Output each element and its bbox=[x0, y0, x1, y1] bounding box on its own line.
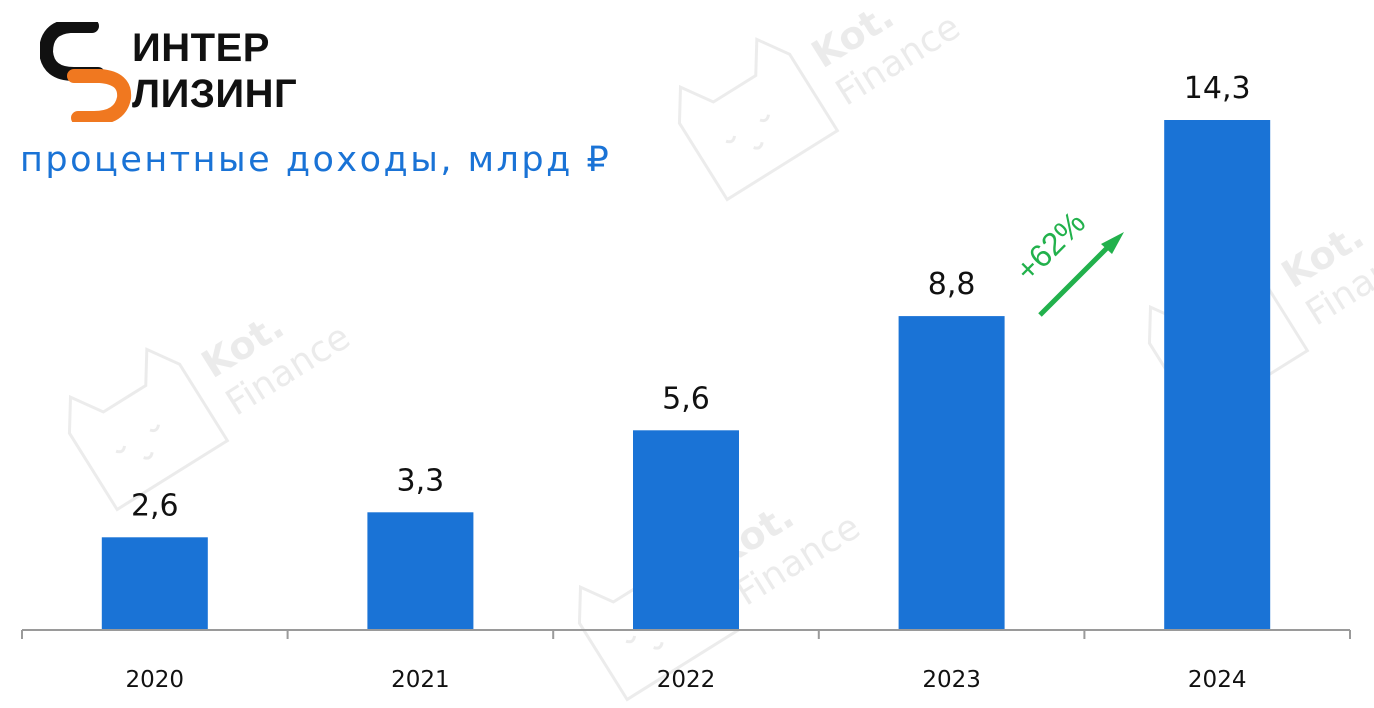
growth-arrow-head bbox=[1101, 232, 1124, 254]
bar bbox=[367, 512, 474, 630]
data-label: 5,6 bbox=[662, 381, 710, 416]
x-tick-label: 2022 bbox=[657, 667, 716, 693]
x-tick-label: 2021 bbox=[391, 667, 450, 693]
chart-title: процентные доходы, млрд ₽ bbox=[20, 140, 612, 180]
x-tick-label: 2023 bbox=[922, 667, 981, 693]
s-swoosh-icon bbox=[40, 22, 132, 122]
bar bbox=[1164, 120, 1271, 630]
growth-arrow-icon bbox=[1038, 241, 1114, 317]
logo: ИНТЕР ЛИЗИНГ bbox=[40, 22, 340, 122]
logo-text-line2: ЛИЗИНГ bbox=[132, 72, 298, 116]
x-axis bbox=[21, 629, 1351, 639]
cat-paperclip-icon bbox=[677, 37, 840, 202]
watermark: Kot.Finance bbox=[677, 0, 967, 202]
x-tick-label: 2024 bbox=[1188, 667, 1247, 693]
bar bbox=[633, 430, 739, 630]
growth-annotation: +62% bbox=[1008, 204, 1124, 317]
data-label: 2,6 bbox=[131, 488, 179, 523]
cat-paperclip-icon bbox=[67, 347, 230, 512]
x-tick-labels: 2020 2021 2022 2023 2024 bbox=[126, 667, 1247, 693]
data-label: 14,3 bbox=[1184, 71, 1251, 106]
bar bbox=[898, 316, 1005, 630]
data-label: 8,8 bbox=[928, 267, 976, 302]
data-labels: 2,6 3,3 5,6 8,8 14,3 bbox=[131, 71, 1251, 523]
watermark: Kot.Finance bbox=[67, 303, 357, 512]
data-label: 3,3 bbox=[397, 463, 445, 498]
bar bbox=[101, 537, 208, 630]
logo-text-line1: ИНТЕР bbox=[132, 26, 270, 70]
x-tick-label: 2020 bbox=[126, 667, 185, 693]
bars bbox=[101, 120, 1271, 630]
